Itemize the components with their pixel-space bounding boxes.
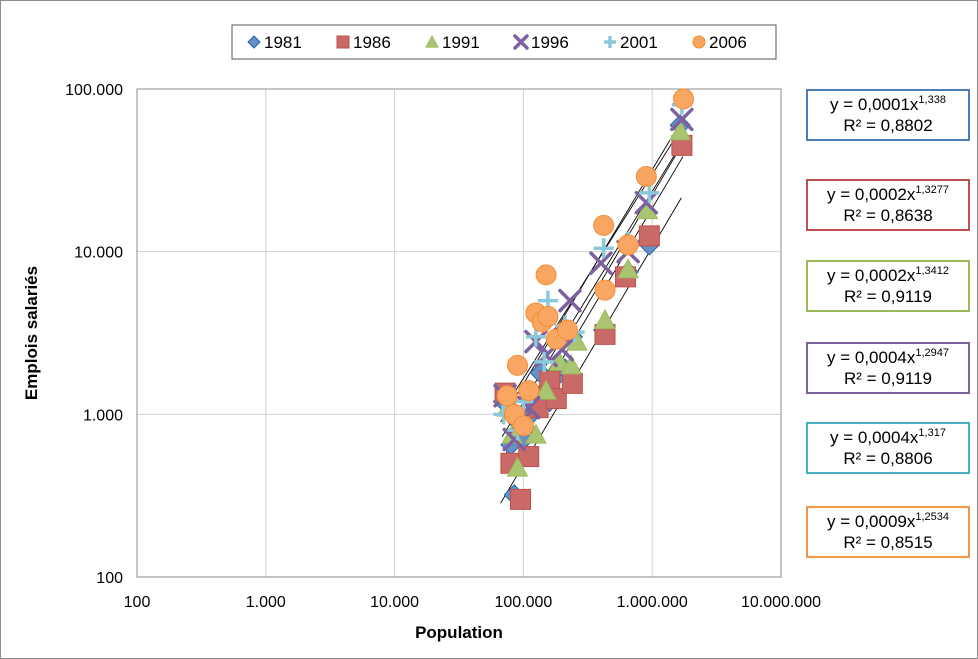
equation-line: y = 0,0002x1,3277: [808, 184, 968, 205]
plot-area: [137, 89, 781, 577]
data-point: [673, 88, 695, 110]
legend-marker: [425, 34, 439, 48]
data-point: [557, 319, 579, 341]
legend-item-1981: 1981: [247, 33, 302, 52]
legend-label: 1986: [353, 33, 391, 52]
equation-r2: R² = 0,9119: [843, 287, 933, 306]
equation-line: y = 0,0002x1,3412: [808, 265, 968, 286]
data-point: [617, 258, 639, 279]
equation-line: y = 0,0004x1,2947: [808, 347, 968, 368]
data-point: [518, 380, 540, 402]
plot-border: [136, 88, 782, 578]
y-tick-label: 100: [96, 570, 123, 587]
data-point: [594, 279, 616, 301]
legend-item-1996: 1996: [513, 33, 569, 52]
legend-marker: [604, 36, 616, 48]
equation-r2: R² = 0,9119: [843, 369, 933, 388]
trend-equation-box: y = 0,0002x1,3412 R² = 0,9119: [806, 260, 970, 312]
trend-equation-box: y = 0,0001x1,338 R² = 0,8802: [806, 89, 970, 141]
data-point: [560, 354, 583, 375]
data-point: [506, 456, 529, 477]
equation-coef: y = 0,0009x: [826, 512, 916, 531]
data-point: [561, 372, 583, 394]
equation-exponent: 1,2947: [915, 347, 950, 359]
equation-line: y = 0,0004x1,317: [808, 427, 968, 448]
equation-coef: y = 0,0001x: [830, 95, 919, 114]
legend: 1981 1986 1991 1996 2001 2006: [247, 33, 747, 52]
data-point: [669, 120, 692, 141]
legend-label: 1996: [531, 33, 569, 52]
legend-marker: [692, 35, 706, 49]
data-point: [635, 165, 657, 187]
data-point: [496, 385, 518, 407]
equation-r2: R² = 0,8638: [843, 206, 933, 225]
legend-item-2006: 2006: [692, 33, 747, 52]
data-point: [594, 308, 616, 330]
legend-marker: [336, 35, 350, 49]
equation-coef: y = 0,0004x: [830, 428, 919, 447]
data-point: [534, 351, 555, 372]
data-point: [638, 225, 660, 247]
legend-label: 2001: [620, 33, 658, 52]
legend-marker: [513, 34, 529, 50]
x-axis-title: Population: [415, 623, 503, 642]
data-point: [525, 423, 547, 444]
legend-item-1986: 1986: [336, 33, 391, 52]
data-point: [670, 107, 694, 132]
data-point: [507, 354, 529, 376]
equation-exponent: 1,3277: [915, 184, 950, 196]
y-axis-title: Emplois salariés: [22, 266, 41, 400]
equation-exponent: 1,317: [918, 427, 946, 439]
equation-coef: y = 0,0002x: [826, 266, 916, 285]
data-point: [617, 234, 639, 256]
equation-coef: y = 0,0004x: [826, 348, 916, 367]
data-point: [589, 251, 613, 275]
data-point: [512, 415, 534, 437]
x-tick-label: 100.000: [494, 594, 552, 611]
y-tick-label: 10.000: [74, 245, 123, 262]
y-tick-label: 1.000: [83, 407, 123, 424]
x-tick-label: 100: [124, 594, 151, 611]
equation-exponent: 1,2534: [915, 511, 950, 523]
legend-marker: [247, 35, 261, 49]
legend-item-1991: 1991: [425, 33, 480, 52]
x-tick-label: 10.000.000: [741, 594, 821, 611]
trend-equation-box: y = 0,0002x1,3277 R² = 0,8638: [806, 179, 970, 231]
data-point: [634, 190, 659, 215]
equation-r2: R² = 0,8806: [843, 449, 933, 468]
equation-line: y = 0,0001x1,338: [808, 94, 968, 115]
legend-item-2001: 2001: [604, 33, 658, 52]
legend-label: 2006: [709, 33, 747, 52]
equation-exponent: 1,3412: [915, 265, 950, 277]
x-tick-label: 10.000: [370, 594, 419, 611]
equation-r2: R² = 0,8515: [843, 533, 933, 552]
legend-box: [231, 24, 777, 60]
series-2006: [496, 88, 695, 437]
data-point: [593, 238, 614, 259]
x-tick-label: 1.000.000: [617, 594, 688, 611]
trend-equation-box: y = 0,0004x1,2947 R² = 0,9119: [806, 342, 970, 394]
y-tick-label: 100.000: [65, 82, 123, 99]
data-point: [518, 446, 540, 468]
data-point: [535, 379, 557, 400]
equation-r2: R² = 0,8802: [843, 116, 933, 135]
legend-label: 1981: [264, 33, 302, 52]
legend-label: 1991: [442, 33, 480, 52]
data-point: [558, 288, 582, 313]
equation-exponent: 1,338: [918, 94, 946, 106]
equation-coef: y = 0,0002x: [826, 185, 916, 204]
data-point: [537, 305, 559, 327]
data-point: [535, 264, 557, 286]
data-point: [510, 488, 532, 510]
trend-equation-box: y = 0,0004x1,317 R² = 0,8806: [806, 422, 970, 474]
data-point: [593, 214, 615, 236]
x-tick-label: 1.000: [246, 594, 286, 611]
equation-line: y = 0,0009x1,2534: [808, 511, 968, 532]
trend-equation-box: y = 0,0009x1,2534 R² = 0,8515: [806, 506, 970, 558]
